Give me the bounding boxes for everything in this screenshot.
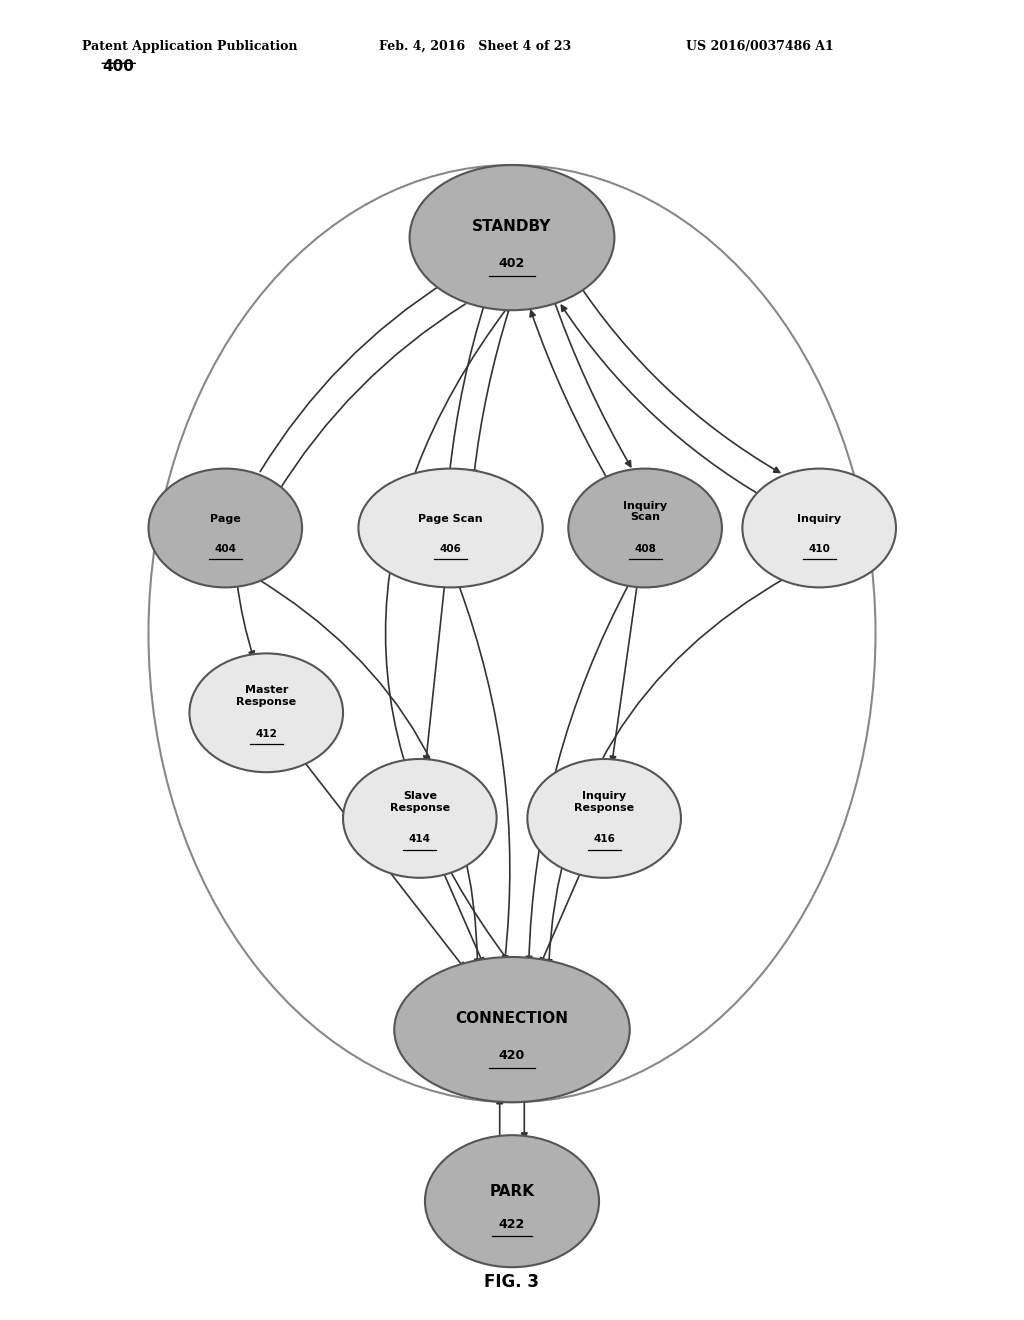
Text: US 2016/0037486 A1: US 2016/0037486 A1 [686,40,834,53]
Text: 416: 416 [593,834,615,845]
Text: FIG. 3: FIG. 3 [484,1272,540,1291]
Ellipse shape [410,165,614,310]
Text: PARK: PARK [489,1184,535,1199]
Text: 400: 400 [102,59,134,74]
Text: 422: 422 [499,1218,525,1230]
Ellipse shape [527,759,681,878]
Text: Page: Page [210,513,241,524]
Ellipse shape [425,1135,599,1267]
Text: STANDBY: STANDBY [472,219,552,234]
Ellipse shape [189,653,343,772]
Ellipse shape [148,469,302,587]
Text: 410: 410 [808,544,830,554]
Ellipse shape [343,759,497,878]
Text: 408: 408 [634,544,656,554]
Text: 412: 412 [255,729,278,739]
Text: Slave
Response: Slave Response [390,791,450,813]
Text: Inquiry: Inquiry [797,513,842,524]
Text: Inquiry
Response: Inquiry Response [574,791,634,813]
Text: Feb. 4, 2016   Sheet 4 of 23: Feb. 4, 2016 Sheet 4 of 23 [379,40,571,53]
Ellipse shape [358,469,543,587]
Text: CONNECTION: CONNECTION [456,1011,568,1026]
Text: Patent Application Publication: Patent Application Publication [82,40,297,53]
Text: 404: 404 [214,544,237,554]
Text: 420: 420 [499,1048,525,1061]
Ellipse shape [568,469,722,587]
Text: Page Scan: Page Scan [418,513,483,524]
Ellipse shape [394,957,630,1102]
Text: 406: 406 [439,544,462,554]
Text: Inquiry
Scan: Inquiry Scan [623,500,668,523]
Text: Master
Response: Master Response [237,685,296,708]
Ellipse shape [742,469,896,587]
Text: 414: 414 [409,834,431,845]
Text: 402: 402 [499,256,525,269]
